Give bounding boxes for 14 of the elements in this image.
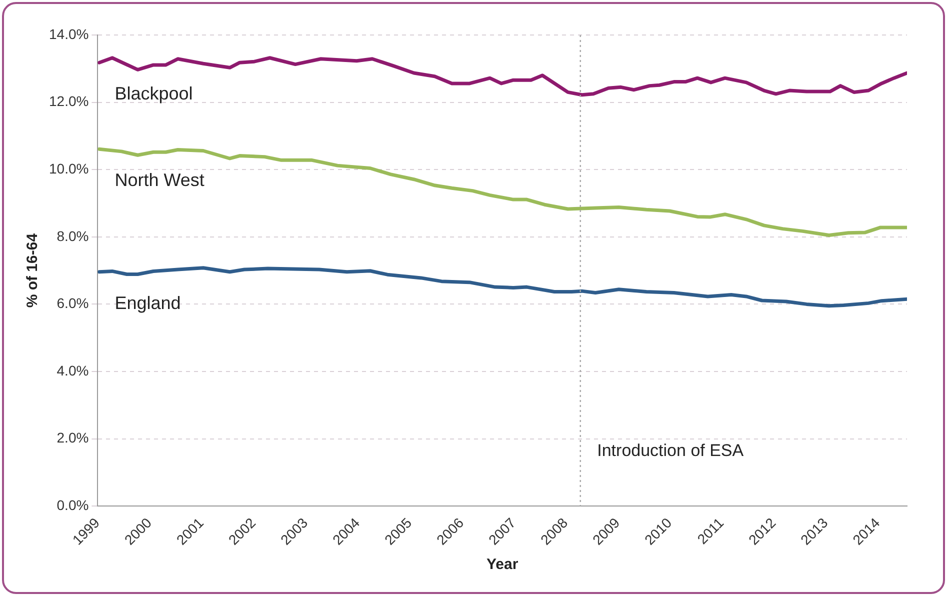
y-tick-label: 4.0% (56, 362, 89, 378)
y-axis-title: % of 16-64 (24, 232, 42, 308)
y-tick-label: 6.0% (56, 295, 89, 312)
y-tick-label: 14.0% (48, 26, 89, 42)
y-tick-label: 10.0% (48, 160, 89, 176)
x-axis-title: Year (486, 556, 518, 574)
y-tick-label: 0.0% (56, 496, 89, 513)
series-label: England (114, 292, 181, 313)
y-tick-label: 2.0% (56, 430, 89, 446)
y-tick-label: 12.0% (48, 93, 89, 110)
y-tick-label: 8.0% (56, 228, 89, 244)
series-label: North West (114, 170, 204, 190)
ref-line-label: Introduction of ESA (597, 440, 744, 460)
series-label: Blackpool (114, 84, 193, 104)
